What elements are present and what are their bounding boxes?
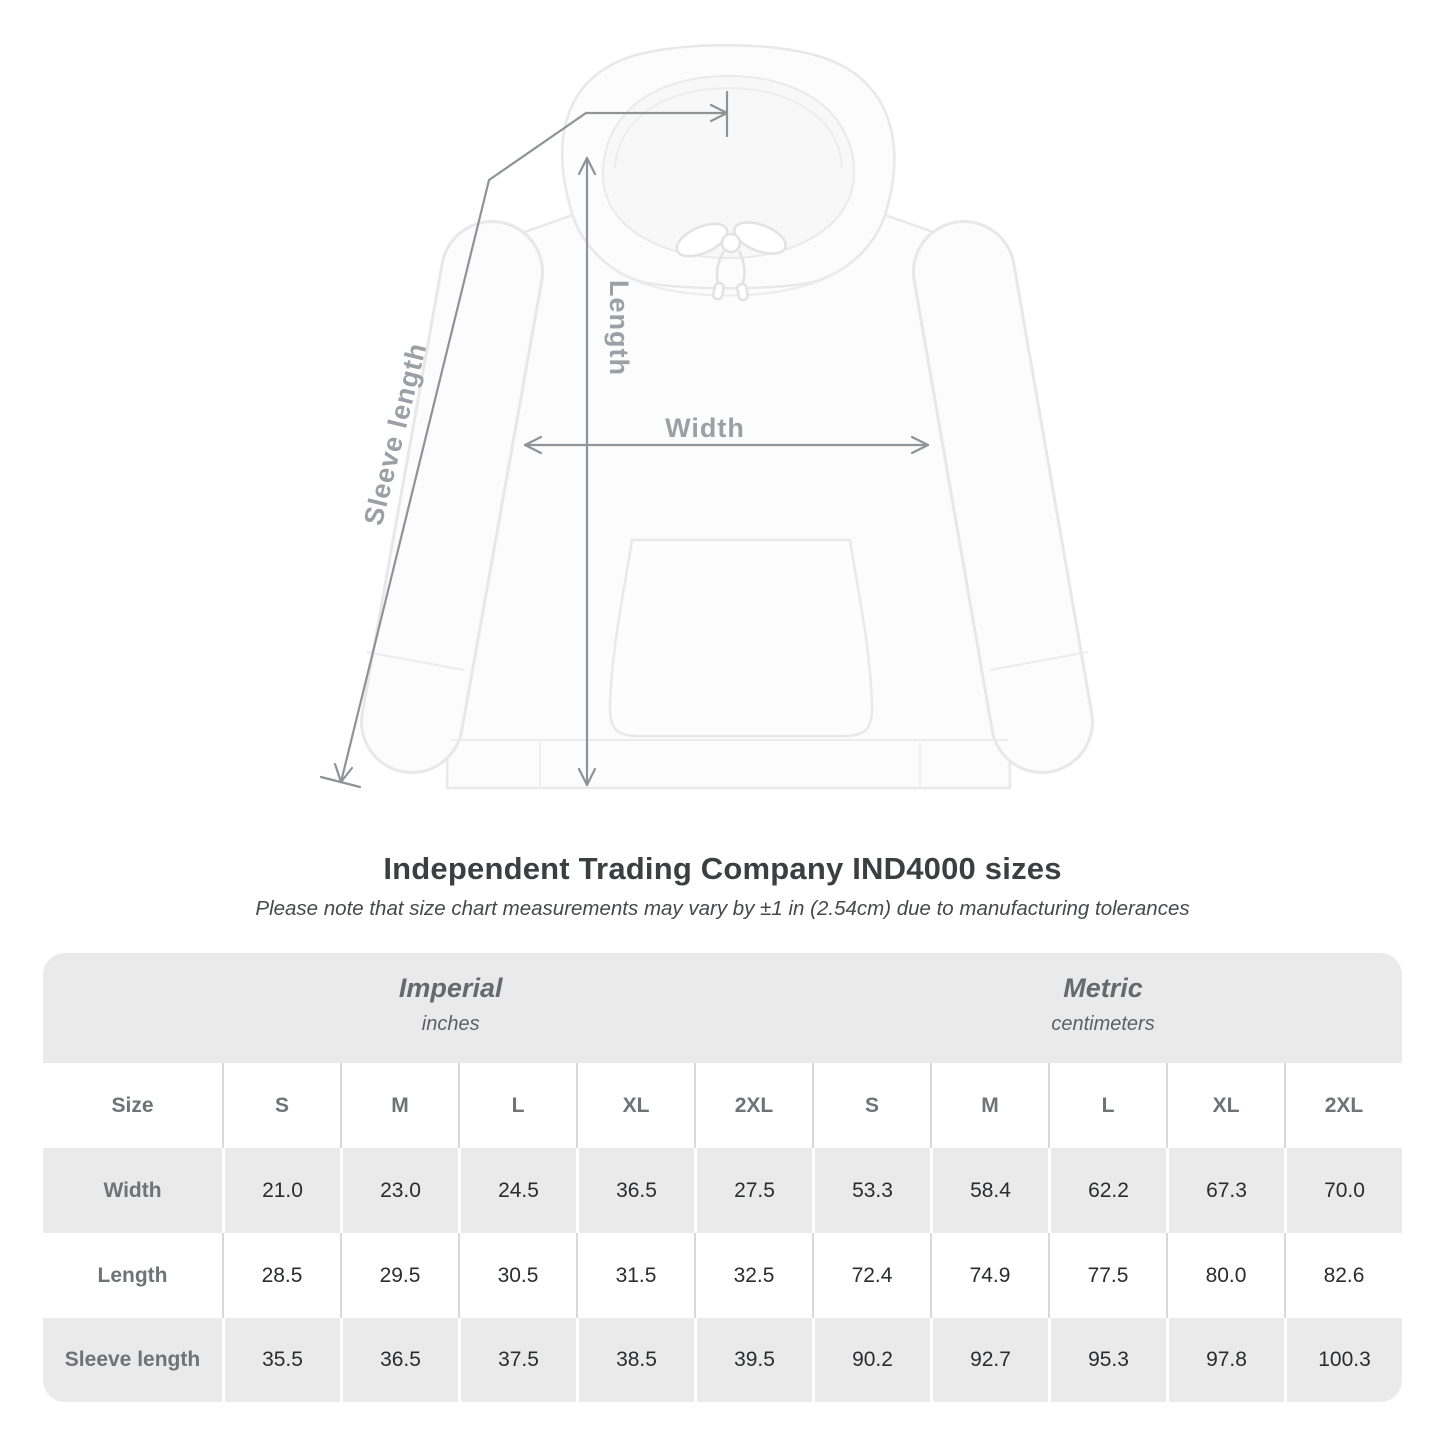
unit-group-metric: Metric centimeters (1051, 973, 1154, 1036)
width-measure-line (523, 435, 930, 455)
table-cell: 100.3 (1284, 1318, 1402, 1402)
size-header-imperial-s: S (222, 1063, 340, 1148)
unit-group-imperial: Imperial inches (399, 973, 503, 1036)
hoodie-pocket (608, 538, 874, 738)
size-header-metric-xl: XL (1166, 1063, 1284, 1148)
unit-sublabel-centimeters: centimeters (1051, 1013, 1155, 1035)
table-cell: 39.5 (694, 1318, 812, 1402)
tolerance-note: Please note that size chart measurements… (255, 897, 1190, 920)
table-cell: 97.8 (1166, 1318, 1284, 1402)
size-header-metric-l: L (1048, 1063, 1166, 1148)
table-row-length: Length 28.5 29.5 30.5 31.5 32.5 72.4 74.… (43, 1233, 1402, 1318)
table-cell: 74.9 (930, 1233, 1048, 1318)
table-cell: 31.5 (576, 1233, 694, 1318)
size-header-imperial-xl: XL (576, 1063, 694, 1148)
unit-title-imperial: Imperial (398, 973, 503, 1003)
row-label-sleeve-length: Sleeve length (43, 1318, 222, 1402)
table-cell: 92.7 (930, 1318, 1048, 1402)
unit-title-metric: Metric (1063, 973, 1143, 1003)
size-header-imperial-l: L (458, 1063, 576, 1148)
table-cell: 29.5 (340, 1233, 458, 1318)
hoodie-size-diagram: Sleeve length Length Width (319, 44, 1094, 790)
table-cell: 80.0 (1166, 1233, 1284, 1318)
hoodie-hem-side-seams (539, 742, 921, 786)
table-cell: 77.5 (1048, 1233, 1166, 1318)
size-column-header: Size (43, 1063, 222, 1148)
table-cell: 35.5 (222, 1318, 340, 1402)
table-cell: 28.5 (222, 1233, 340, 1318)
hoodie-left-sleeve (360, 220, 544, 774)
row-label-width: Width (43, 1148, 222, 1233)
table-cell: 72.4 (812, 1233, 930, 1318)
table-cell: 36.5 (340, 1318, 458, 1402)
table-cell: 38.5 (576, 1318, 694, 1402)
width-label: Width (665, 413, 745, 443)
table-cell: 32.5 (694, 1233, 812, 1318)
table-cell: 58.4 (930, 1148, 1048, 1233)
size-header-row: Size S M L XL 2XL S M L XL 2XL (43, 1063, 1402, 1148)
table-row-width: Width 21.0 23.0 24.5 36.5 27.5 53.3 58.4… (43, 1148, 1402, 1233)
page-title: Independent Trading Company IND4000 size… (383, 851, 1062, 886)
table-cell: 62.2 (1048, 1148, 1166, 1233)
shoulder-to-center-measure-line (584, 90, 729, 138)
length-label: Length (604, 280, 634, 376)
size-header-metric-2xl: 2XL (1284, 1063, 1402, 1148)
size-table: Imperial inches Metric centimeters Size … (43, 953, 1402, 1402)
hoodie-hood (561, 44, 896, 297)
size-header-imperial-2xl: 2XL (694, 1063, 812, 1148)
size-header-metric-m: M (930, 1063, 1048, 1148)
table-cell: 24.5 (458, 1148, 576, 1233)
row-label-length: Length (43, 1233, 222, 1318)
table-cell: 82.6 (1284, 1233, 1402, 1318)
table-cell: 30.5 (458, 1233, 576, 1318)
unit-sublabel-inches: inches (421, 1013, 480, 1035)
size-header-metric-s: S (812, 1063, 930, 1148)
table-cell: 36.5 (576, 1148, 694, 1233)
table-cell: 37.5 (458, 1318, 576, 1402)
table-cell: 70.0 (1284, 1148, 1402, 1233)
table-cell: 95.3 (1048, 1318, 1166, 1402)
table-cell: 21.0 (222, 1148, 340, 1233)
table-cell: 27.5 (694, 1148, 812, 1233)
hoodie-drawstring-bow (675, 221, 787, 302)
table-cell: 67.3 (1166, 1148, 1284, 1233)
sleeve-length-measure-line (319, 111, 588, 789)
size-header-imperial-m: M (340, 1063, 458, 1148)
table-row-sleeve-length: Sleeve length 35.5 36.5 37.5 38.5 39.5 9… (43, 1318, 1402, 1402)
hoodie-right-sleeve (912, 220, 1094, 774)
table-cell: 90.2 (812, 1318, 930, 1402)
table-cell: 23.0 (340, 1148, 458, 1233)
unit-header-row: Imperial inches Metric centimeters (43, 953, 1402, 1063)
table-cell: 53.3 (812, 1148, 930, 1233)
length-measure-line (577, 156, 597, 787)
